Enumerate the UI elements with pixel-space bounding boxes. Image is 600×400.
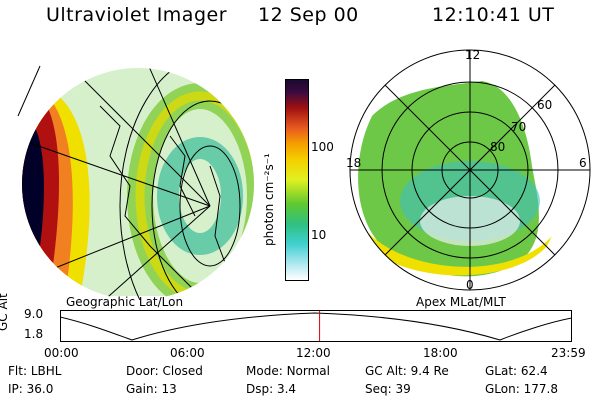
instrument-title: Ultraviolet Imager: [46, 4, 228, 26]
info-gc-alt: GC Alt: 9.4 Re: [365, 364, 449, 378]
mlt-label-18: 18: [346, 156, 362, 170]
timeline-x-tick-0600: 06:00: [170, 346, 205, 360]
colorbar-label: photon cm⁻²s⁻¹: [262, 153, 276, 246]
info-filter: Flt: LBHL: [8, 364, 62, 378]
info-dsp: Dsp: 3.4: [246, 382, 297, 396]
timeline-x-tick-0000: 00:00: [44, 346, 79, 360]
mlat-label-70: 70: [511, 120, 527, 134]
timeline-y-label: GC Alt: [0, 293, 10, 331]
timeline-y-tick-bottom: 1.8: [24, 327, 44, 341]
timeline-x-tick-1200: 12:00: [296, 346, 331, 360]
info-glat: GLat: 62.4: [485, 364, 548, 378]
altitude-timeline: [60, 310, 572, 342]
info-mode: Mode: Normal: [246, 364, 330, 378]
info-ip: IP: 36.0: [8, 382, 54, 396]
observation-time: 12:10:41 UT: [432, 4, 555, 26]
geographic-image: [17, 65, 254, 300]
timeline-y-tick-top: 9.0: [24, 307, 44, 321]
coastline: [99, 105, 231, 297]
polar-emission-yellow: [362, 226, 552, 276]
mlt-label-0: 0: [466, 278, 474, 292]
observation-date: 12 Sep 00: [258, 4, 359, 26]
colorbar-tick-10: 10: [311, 228, 327, 242]
emission-band-inner: [157, 137, 243, 255]
apex-polar-image: [349, 49, 591, 291]
mlat-label-60: 60: [537, 98, 553, 112]
mlt-label-6: 6: [579, 156, 587, 170]
info-seq: Seq: 39: [365, 382, 411, 396]
altitude-curve: [60, 312, 572, 341]
mlat-grid: [349, 49, 591, 291]
info-door: Door: Closed: [126, 364, 203, 378]
right-panel-caption: Apex MLat/MLT: [416, 295, 506, 309]
colorbar: [285, 79, 309, 281]
info-gain: Gain: 13: [126, 382, 177, 396]
left-panel-caption: Geographic Lat/Lon: [66, 295, 184, 309]
mlat-label-80: 80: [490, 140, 506, 154]
timeline-x-tick-2359: 23:59: [551, 346, 586, 360]
timeline-x-tick-1800: 18:00: [423, 346, 458, 360]
mlt-label-12: 12: [465, 48, 481, 62]
info-glon: GLon: 177.8: [485, 382, 558, 396]
colorbar-tick-100: 100: [311, 140, 334, 154]
